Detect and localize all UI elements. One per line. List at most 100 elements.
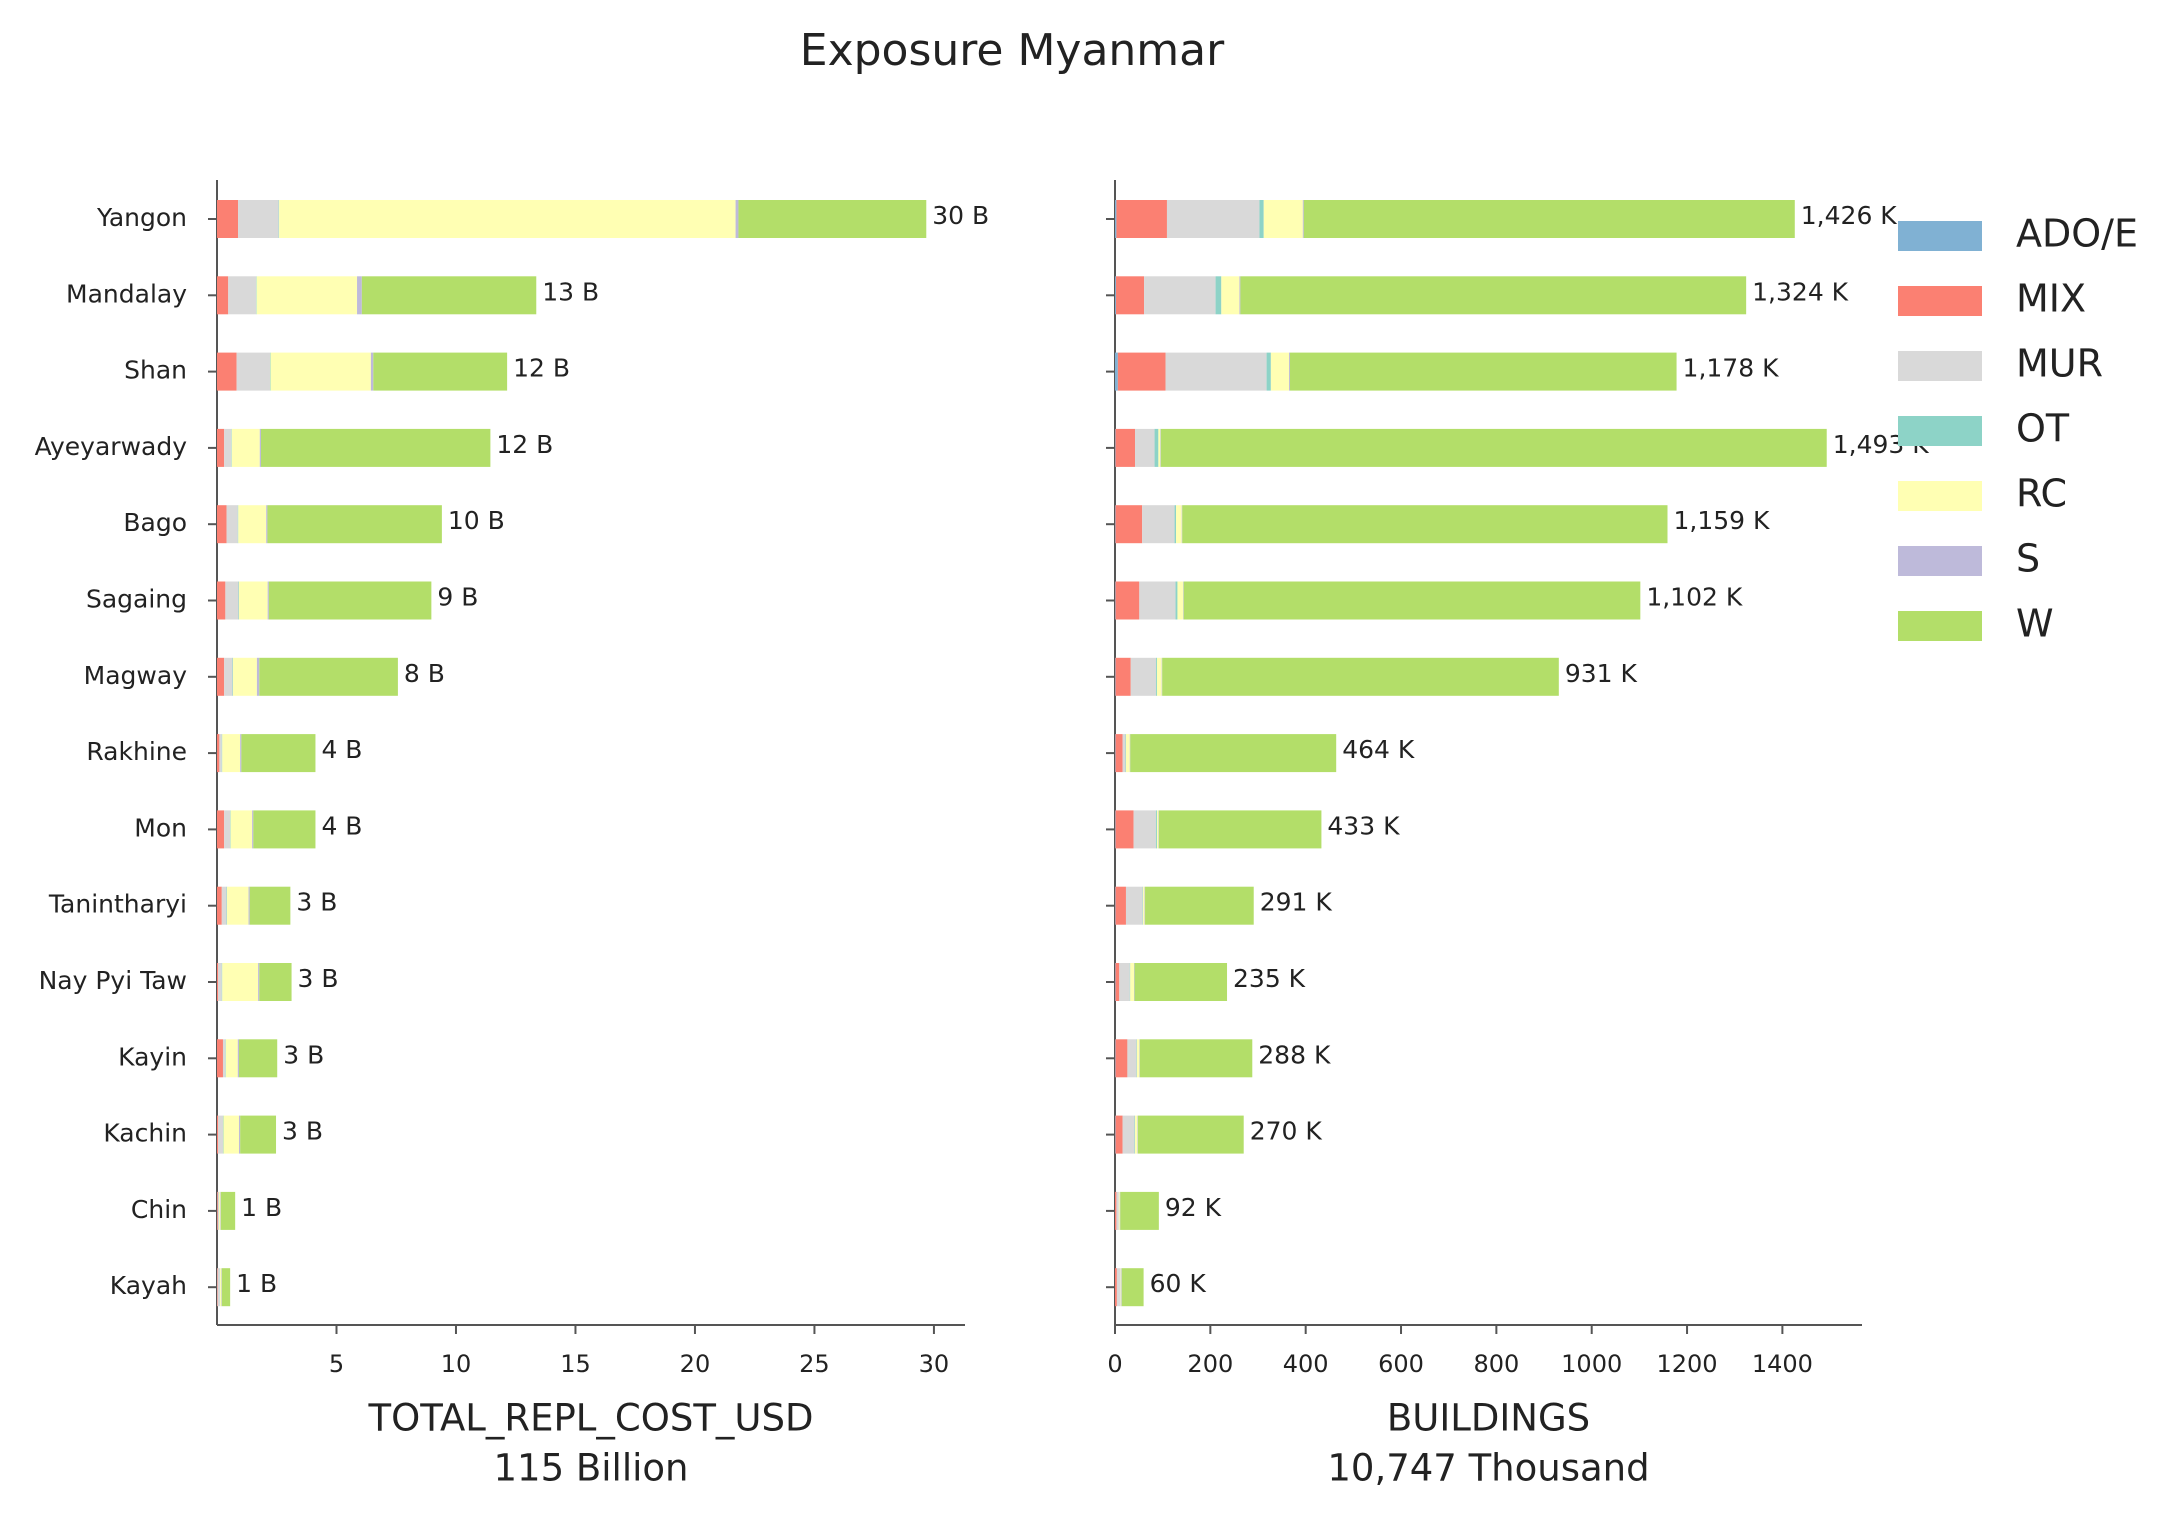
figure-title: Exposure Myanmar xyxy=(800,25,1225,76)
bar-segment xyxy=(1240,276,1746,314)
bar-segment xyxy=(1115,658,1130,696)
bar-row xyxy=(217,276,536,314)
bar-segment xyxy=(1134,810,1156,848)
value-label: 1,324 K xyxy=(1752,277,1849,306)
bar-row xyxy=(1115,1268,1144,1306)
bar-row xyxy=(217,887,290,925)
bar-segment xyxy=(238,1039,239,1077)
value-label: 1 B xyxy=(236,1269,277,1298)
legend-swatch xyxy=(1898,546,1982,576)
legend-label: MIX xyxy=(2016,277,2086,321)
bar-segment xyxy=(1115,200,1116,238)
bar-segment xyxy=(1126,887,1143,925)
bar-segment xyxy=(1120,1192,1159,1230)
bar-segment xyxy=(1259,200,1263,238)
value-label: 4 B xyxy=(321,735,362,764)
bar-segment xyxy=(1117,1268,1121,1306)
bar-segment xyxy=(220,1268,221,1306)
bar-segment xyxy=(1130,734,1336,772)
bar-segment xyxy=(227,887,249,925)
legend-label: RC xyxy=(2016,472,2067,516)
bar-row xyxy=(217,429,490,467)
category-label: Sagaing xyxy=(86,585,187,614)
bar-segment xyxy=(1118,353,1166,391)
bar-segment xyxy=(222,1268,230,1306)
bar-segment xyxy=(240,1116,276,1154)
value-label: 13 B xyxy=(542,277,599,306)
bar-segment xyxy=(227,505,238,543)
value-label: 1,426 K xyxy=(1801,201,1898,230)
value-label: 1,178 K xyxy=(1683,354,1780,383)
bar-segment xyxy=(1159,810,1322,848)
bar-row xyxy=(1115,1192,1159,1230)
bar-segment xyxy=(268,582,269,620)
bar-segment xyxy=(1115,429,1135,467)
bar-segment xyxy=(736,200,739,238)
value-label: 1,159 K xyxy=(1674,506,1771,535)
bar-segment xyxy=(223,1039,225,1077)
bar-row xyxy=(1115,658,1559,696)
legend-swatch xyxy=(1898,351,1982,381)
category-label: Yangon xyxy=(96,203,187,232)
bar-row xyxy=(1115,734,1336,772)
bar-segment xyxy=(1176,582,1178,620)
bar-segment xyxy=(259,963,291,1001)
bar-segment xyxy=(253,810,315,848)
category-label: Mon xyxy=(134,813,187,842)
value-label: 60 K xyxy=(1150,1269,1207,1298)
legend-swatch xyxy=(1898,611,1982,641)
value-label: 30 B xyxy=(932,201,989,230)
category-label: Magway xyxy=(84,661,188,690)
bar-row xyxy=(217,505,442,543)
bar-segment xyxy=(222,887,227,925)
x-tick-label: 30 xyxy=(919,1350,950,1378)
bar-segment xyxy=(1267,353,1271,391)
bar-segment xyxy=(1140,1039,1253,1077)
x-axis-label: TOTAL_REPL_COST_USD xyxy=(368,1397,814,1440)
bar-segment xyxy=(1119,963,1129,1001)
x-tick-label: 1400 xyxy=(1752,1350,1813,1378)
bar-segment xyxy=(1145,887,1254,925)
bar-segment xyxy=(1115,582,1139,620)
x-axis-label: 115 Billion xyxy=(494,1447,689,1490)
bar-row xyxy=(1115,582,1640,620)
x-tick-label: 20 xyxy=(680,1350,711,1378)
x-tick-label: 10 xyxy=(441,1350,472,1378)
bar-segment xyxy=(1137,1039,1139,1077)
bar-segment xyxy=(1175,505,1176,543)
bar-segment xyxy=(1167,200,1259,238)
bar-segment xyxy=(218,963,222,1001)
bar-segment xyxy=(257,658,259,696)
bar-segment xyxy=(217,734,219,772)
bar-segment xyxy=(221,1192,235,1230)
bar-segment xyxy=(1115,887,1125,925)
legend-label: MUR xyxy=(2016,342,2103,386)
bar-row xyxy=(217,810,315,848)
category-label: Nay Pyi Taw xyxy=(39,966,187,995)
bar-segment xyxy=(1176,505,1182,543)
value-label: 464 K xyxy=(1342,735,1415,764)
bar-segment xyxy=(217,810,224,848)
bar-segment xyxy=(239,582,268,620)
bar-segment xyxy=(279,200,735,238)
value-label: 1,102 K xyxy=(1646,583,1743,612)
bar-row xyxy=(217,582,431,620)
x-tick-label: 1200 xyxy=(1657,1350,1718,1378)
value-label: 288 K xyxy=(1258,1040,1331,1069)
legend-swatch xyxy=(1898,221,1982,251)
value-label: 3 B xyxy=(296,888,337,917)
bar-segment xyxy=(1130,963,1134,1001)
x-tick-label: 0 xyxy=(1107,1350,1122,1378)
bar-segment xyxy=(218,1116,223,1154)
value-label: 3 B xyxy=(283,1040,324,1069)
x-axis-label: BUILDINGS xyxy=(1387,1397,1590,1440)
bar-segment xyxy=(1115,810,1133,848)
bar-segment xyxy=(261,429,490,467)
bar-row xyxy=(217,200,926,238)
legend-swatch xyxy=(1898,416,1982,446)
bar-segment xyxy=(223,1116,239,1154)
category-label: Tanintharyi xyxy=(48,890,187,919)
value-label: 433 K xyxy=(1327,811,1400,840)
bar-segment xyxy=(1123,1116,1135,1154)
bar-segment xyxy=(1162,658,1559,696)
